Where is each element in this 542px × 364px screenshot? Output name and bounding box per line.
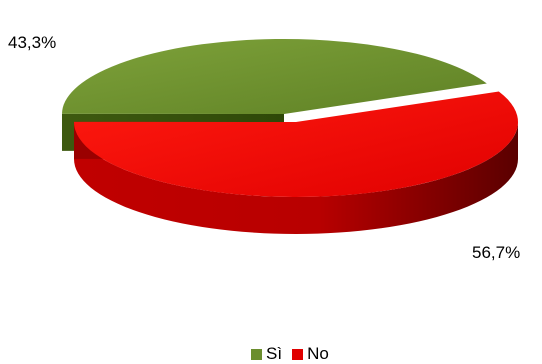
legend-swatch-no: [292, 348, 304, 360]
pie-slice-no: [74, 91, 518, 197]
pie-slice-no-side: [74, 122, 518, 234]
pie-slice-si: [62, 38, 487, 114]
legend-item-no: No: [292, 344, 329, 364]
legend-item-si: Sì: [251, 344, 282, 364]
legend-label-si: Sì: [266, 344, 283, 363]
legend: Sì No: [251, 344, 339, 364]
legend-swatch-si: [251, 348, 262, 360]
data-label-si: 43,3%: [8, 33, 57, 52]
legend-label-no: No: [307, 344, 329, 363]
data-label-no: 56,7%: [472, 243, 521, 262]
